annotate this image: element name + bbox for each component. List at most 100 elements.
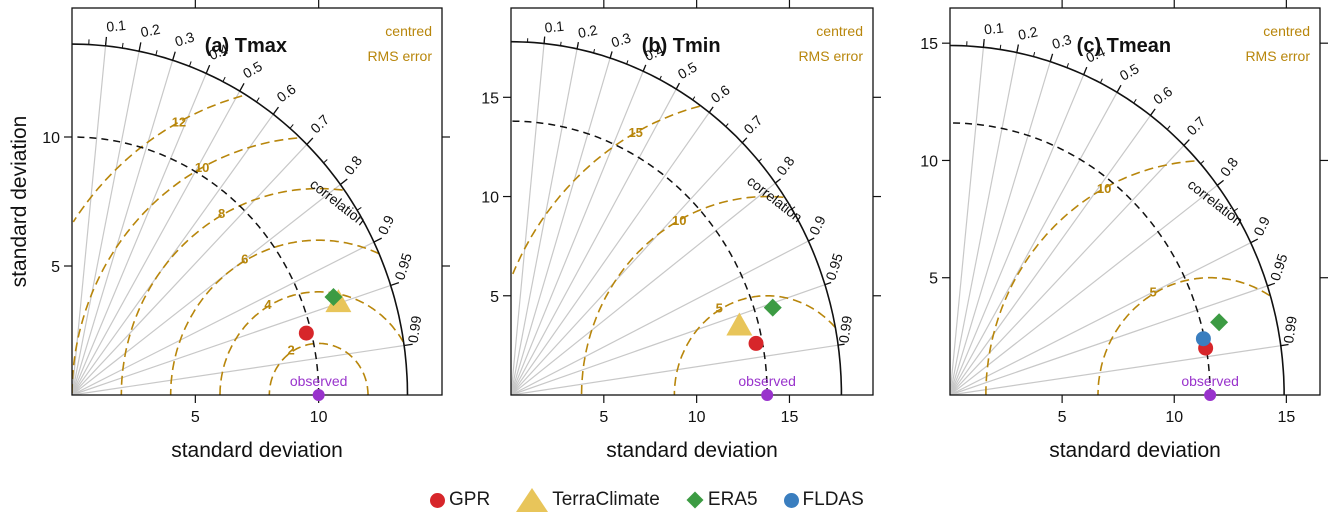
panel-frame <box>949 7 1321 396</box>
x-tick-label: 5 <box>599 409 608 426</box>
x-axis-label: standard deviation <box>1049 439 1221 462</box>
correlation-minor-tick <box>205 68 209 74</box>
correlation-minor-tick <box>1250 240 1255 244</box>
rms-error-label: RMS error <box>367 48 432 64</box>
correlation-tick-label: 0.8 <box>773 153 798 178</box>
correlation-minor-tick <box>1200 160 1205 165</box>
correlation-tick-label: 0.9 <box>374 212 397 237</box>
correlation-minor-tick <box>289 124 294 129</box>
correlation-minor-tick <box>323 159 328 164</box>
correlation-tick-label: 0.6 <box>708 81 733 106</box>
correlation-line <box>510 240 809 396</box>
correlation-minor-tick <box>1083 70 1086 75</box>
correlation-minor-tick <box>675 85 679 90</box>
correlation-minor-tick <box>340 180 345 185</box>
circle-icon <box>430 492 445 508</box>
correlation-tick-label: 0.6 <box>274 81 299 106</box>
correlation-tick-label: 0.5 <box>240 58 265 82</box>
correlation-line <box>510 57 611 396</box>
correlation-tick-label: 0.2 <box>139 21 161 41</box>
correlation-minor-tick <box>1033 51 1036 57</box>
panel-title: (a) Tmax <box>205 35 287 57</box>
correlation-line <box>949 145 1185 396</box>
rms-contour <box>1097 276 1270 395</box>
correlation-minor-tick <box>775 180 779 184</box>
correlation-line <box>71 60 174 396</box>
x-tick-label: 5 <box>1058 409 1067 426</box>
correlation-tick-label: 0.4 <box>1083 43 1107 66</box>
correlation-line <box>510 43 545 396</box>
rms-contour <box>72 95 243 223</box>
correlation-minor-tick <box>1166 125 1171 130</box>
correlation-minor-tick <box>1049 57 1053 62</box>
correlation-tick-label: 0.4 <box>642 41 666 64</box>
correlation-line <box>949 115 1151 396</box>
correlation-tick <box>404 343 413 347</box>
correlation-tick-label: 0.7 <box>740 112 765 137</box>
observed-point <box>1204 389 1217 401</box>
observed-sd-arc <box>949 122 1211 395</box>
correlation-line <box>71 144 308 396</box>
correlation-label: correlation <box>744 172 805 225</box>
observed-label: observed <box>738 373 796 389</box>
correlation-line <box>510 112 710 396</box>
rms-contour <box>219 291 404 395</box>
correlation-minor-tick <box>824 282 829 286</box>
correlation-line <box>71 113 274 396</box>
panel-title: (b) Tmin <box>642 35 721 57</box>
legend-label: ERA5 <box>707 489 758 510</box>
correlation-tick-label: 0.5 <box>675 59 700 83</box>
y-axis-label: standard deviation <box>8 116 31 288</box>
outer-sd-arc <box>949 44 1285 395</box>
diamond-icon <box>686 491 704 509</box>
correlation-minor-tick <box>725 123 729 127</box>
point-era5 <box>324 287 343 306</box>
correlation-tick-label: 0.1 <box>544 18 565 36</box>
correlation-minor-tick <box>1216 182 1222 186</box>
outer-sd-arc <box>71 43 409 396</box>
correlation-minor-tick <box>239 86 243 92</box>
rms-contour-label: 6 <box>241 251 248 266</box>
rms-error-label: RMS error <box>1245 48 1310 64</box>
observed-sd-arc <box>510 120 768 396</box>
x-axis-label: standard deviation <box>606 439 778 462</box>
correlation-line <box>949 285 1268 396</box>
correlation-minor-tick <box>741 139 746 144</box>
correlation-minor-tick <box>791 206 796 210</box>
panel-frame <box>71 7 443 396</box>
correlation-line <box>949 92 1118 396</box>
x-tick-label: 15 <box>1277 409 1295 426</box>
correlation-tick-label: 0.7 <box>307 111 332 136</box>
observed-label: observed <box>290 373 348 389</box>
correlation-tick-label: 0.99 <box>405 314 425 343</box>
rms-contour <box>512 105 701 275</box>
legend-label: TerraClimate <box>552 489 660 510</box>
correlation-tick-label: 0.5 <box>1117 60 1142 84</box>
rms-contour-label: 2 <box>288 342 295 357</box>
legend: GPR TerraClimate ERA5 FLDAS <box>0 483 1343 517</box>
correlation-tick-label: 0.99 <box>1280 315 1300 344</box>
rms-contour-label: 10 <box>1097 181 1111 196</box>
y-tick-label: 5 <box>490 289 499 306</box>
correlation-minor-tick <box>138 46 141 52</box>
observed-label: observed <box>1181 373 1239 389</box>
correlation-tick-label: 0.9 <box>806 213 829 238</box>
rms-contour-label: 5 <box>716 300 723 315</box>
y-tick-label: 10 <box>42 130 60 147</box>
correlation-minor-tick <box>576 44 579 49</box>
centred-label: centred <box>816 23 863 39</box>
legend-items: GPR TerraClimate ERA5 FLDAS <box>430 483 890 517</box>
triangle-icon <box>516 488 549 512</box>
correlation-line <box>510 142 743 396</box>
correlation-minor-tick <box>642 67 646 72</box>
correlation-minor-tick <box>155 50 158 56</box>
observed-point <box>312 389 325 401</box>
correlation-line <box>510 88 677 396</box>
correlation-minor-tick <box>256 97 260 103</box>
centred-label: centred <box>385 23 432 39</box>
correlation-minor-tick <box>808 238 812 242</box>
correlation-line <box>71 183 341 396</box>
correlation-minor-tick <box>1233 208 1239 212</box>
correlation-tick <box>1280 343 1289 347</box>
